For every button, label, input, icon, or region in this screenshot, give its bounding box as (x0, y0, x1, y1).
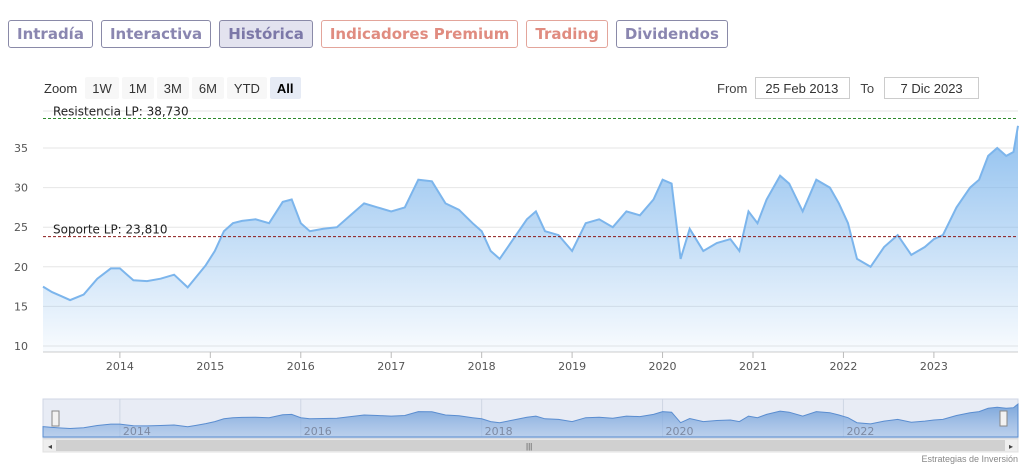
resistance-label: Resistencia LP: 38,730 (53, 104, 189, 118)
navigator-tick-label: 2020 (666, 425, 694, 438)
navigator[interactable]: 2014 2016 2018 2020 2022 (42, 398, 1019, 439)
to-date-input[interactable]: 7 Dic 2023 (884, 77, 980, 99)
navigator-tick-label: 2016 (304, 425, 332, 438)
navigator-area (42, 402, 1019, 438)
zoom-selector: Zoom 1W 1M 3M 6M YTD All (44, 77, 304, 99)
scroll-grip-icon[interactable]: ||| (526, 442, 532, 451)
y-tick-label: 30 (14, 182, 28, 195)
zoom-all-button[interactable]: All (269, 77, 301, 99)
navigator-left-handle[interactable] (51, 410, 60, 427)
zoom-1w-button[interactable]: 1W (85, 77, 119, 99)
tab-interactiva[interactable]: Interactiva (100, 20, 212, 48)
x-tick-label: 2021 (739, 360, 767, 373)
tab-intradia[interactable]: Intradía (8, 20, 93, 48)
date-range: From 25 Feb 2013 To 7 Dic 2023 (717, 77, 980, 99)
x-tick-label: 2023 (920, 360, 948, 373)
x-tick-label: 2014 (106, 360, 134, 373)
tab-historica[interactable]: Histórica (219, 20, 313, 48)
y-tick-label: 35 (14, 142, 28, 155)
x-tick-label: 2018 (468, 360, 496, 373)
x-tick-label: 2020 (649, 360, 677, 373)
tab-bar: Intradía Interactiva Histórica Indicador… (8, 20, 728, 48)
navigator-tick-label: 2022 (846, 425, 874, 438)
zoom-label: Zoom (44, 80, 78, 96)
support-label: Soporte LP: 23,810 (53, 223, 168, 237)
zoom-3m-button[interactable]: 3M (156, 77, 189, 99)
to-label: To (860, 80, 875, 96)
y-tick-label: 25 (14, 221, 28, 234)
scrollbar-thumb[interactable] (56, 440, 1005, 451)
zoom-ytd-button[interactable]: YTD (226, 77, 267, 99)
x-tick-label: 2016 (287, 360, 315, 373)
x-tick-label: 2022 (829, 360, 857, 373)
y-tick-label: 15 (14, 300, 28, 313)
price-area (43, 125, 1018, 352)
x-tick-label: 2019 (558, 360, 586, 373)
y-tick-label: 10 (14, 340, 28, 353)
chart-credit: Estrategias de Inversión (921, 454, 1018, 464)
zoom-6m-button[interactable]: 6M (191, 77, 224, 99)
navigator-tick-label: 2018 (485, 425, 513, 438)
tab-trading[interactable]: Trading (526, 20, 608, 48)
scroll-right-arrow-icon[interactable]: ▸ (1009, 442, 1013, 451)
zoom-1m-button[interactable]: 1M (121, 77, 154, 99)
x-tick-label: 2017 (377, 360, 405, 373)
from-label: From (717, 80, 748, 96)
from-date-input[interactable]: 25 Feb 2013 (755, 77, 851, 99)
scroll-left-arrow-icon[interactable]: ◂ (48, 442, 52, 451)
y-tick-label: 20 (14, 261, 28, 274)
tab-indicadores-premium[interactable]: Indicadores Premium (320, 20, 519, 48)
price-line (42, 125, 1019, 302)
navigator-tick-label: 2014 (123, 425, 151, 438)
x-tick-label: 2015 (196, 360, 224, 373)
tab-dividendos[interactable]: Dividendos (615, 20, 728, 48)
scrollbar[interactable]: ◂ ▸ ||| (42, 438, 1019, 453)
navigator-right-handle[interactable] (999, 410, 1008, 427)
